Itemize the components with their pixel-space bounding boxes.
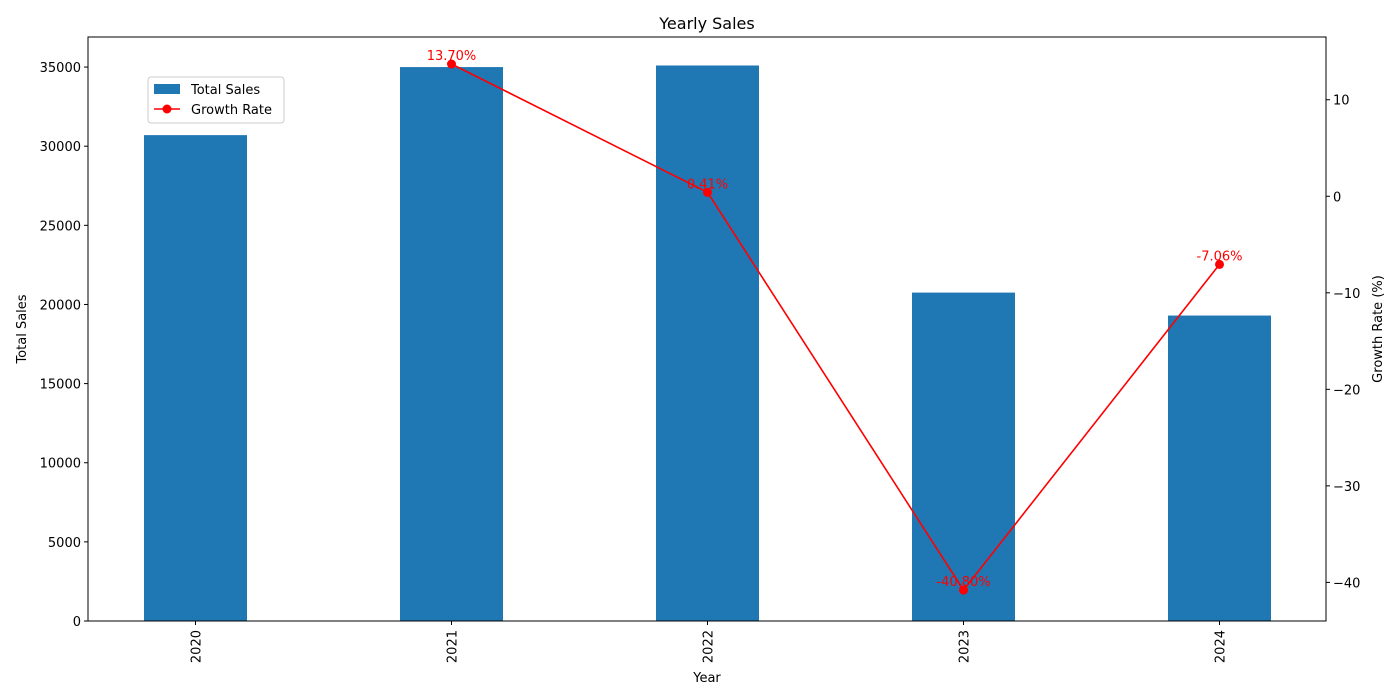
legend-label-growth-rate: Growth Rate xyxy=(191,103,272,118)
bar-2023 xyxy=(912,292,1015,621)
growth-rate-label-2023: -40.80% xyxy=(936,575,990,590)
bar-2020 xyxy=(144,135,247,621)
y2-tick-label-10: 10 xyxy=(1333,94,1350,109)
y-tick-label-30000: 30000 xyxy=(40,140,81,155)
y-tick-label-35000: 35000 xyxy=(40,61,81,76)
y2-tick-label--40: −40 xyxy=(1333,576,1360,591)
x-tick-label-2024: 2024 xyxy=(1214,630,1229,663)
y-tick-label-5000: 5000 xyxy=(48,536,81,551)
legend-frame xyxy=(147,76,285,124)
y-tick-label-20000: 20000 xyxy=(40,298,81,313)
x-axis-label: Year xyxy=(692,671,721,686)
legend-swatch-total-sales xyxy=(154,84,180,94)
y2-tick-label--10: −10 xyxy=(1333,287,1360,302)
x-tick-label-2023: 2023 xyxy=(958,630,973,663)
bar-2021 xyxy=(400,67,503,622)
chart-title: Yearly Sales xyxy=(658,14,754,33)
growth-rate-label-2024: -7.06% xyxy=(1197,249,1243,264)
legend-label-total-sales: Total Sales xyxy=(190,83,260,98)
y-tick-label-10000: 10000 xyxy=(40,457,81,472)
x-tick-label-2022: 2022 xyxy=(702,630,717,663)
legend: Total Sales Growth Rate xyxy=(147,76,285,124)
x-tick-label-2021: 2021 xyxy=(446,630,461,663)
y2-tick-label--20: −20 xyxy=(1333,383,1360,398)
growth-rate-label-2022: 0.41% xyxy=(687,177,728,192)
y2-axis-label: Growth Rate (%) xyxy=(1371,275,1386,383)
growth-rate-point-2021 xyxy=(447,59,456,69)
growth-rate-line xyxy=(451,63,1221,592)
legend-swatch-growth-rate-marker xyxy=(162,104,172,114)
y-axis-label: Total Sales xyxy=(15,294,30,364)
y-tick-label-0: 0 xyxy=(73,615,81,630)
y2-tick-label--30: −30 xyxy=(1333,480,1360,495)
x-tick-label-2020: 2020 xyxy=(190,630,205,663)
y-tick-label-15000: 15000 xyxy=(40,378,81,393)
bar-2024 xyxy=(1168,315,1271,621)
growth-rate-point-2022 xyxy=(703,187,712,197)
growth-rate-point-2024 xyxy=(1215,259,1224,269)
y2-tick-label-0: 0 xyxy=(1333,190,1341,205)
growth-rate-label-2021: 13.70% xyxy=(427,49,477,64)
bar-2022 xyxy=(656,65,759,622)
y-tick-label-25000: 25000 xyxy=(40,219,81,234)
growth-rate-point-2023 xyxy=(959,585,968,595)
